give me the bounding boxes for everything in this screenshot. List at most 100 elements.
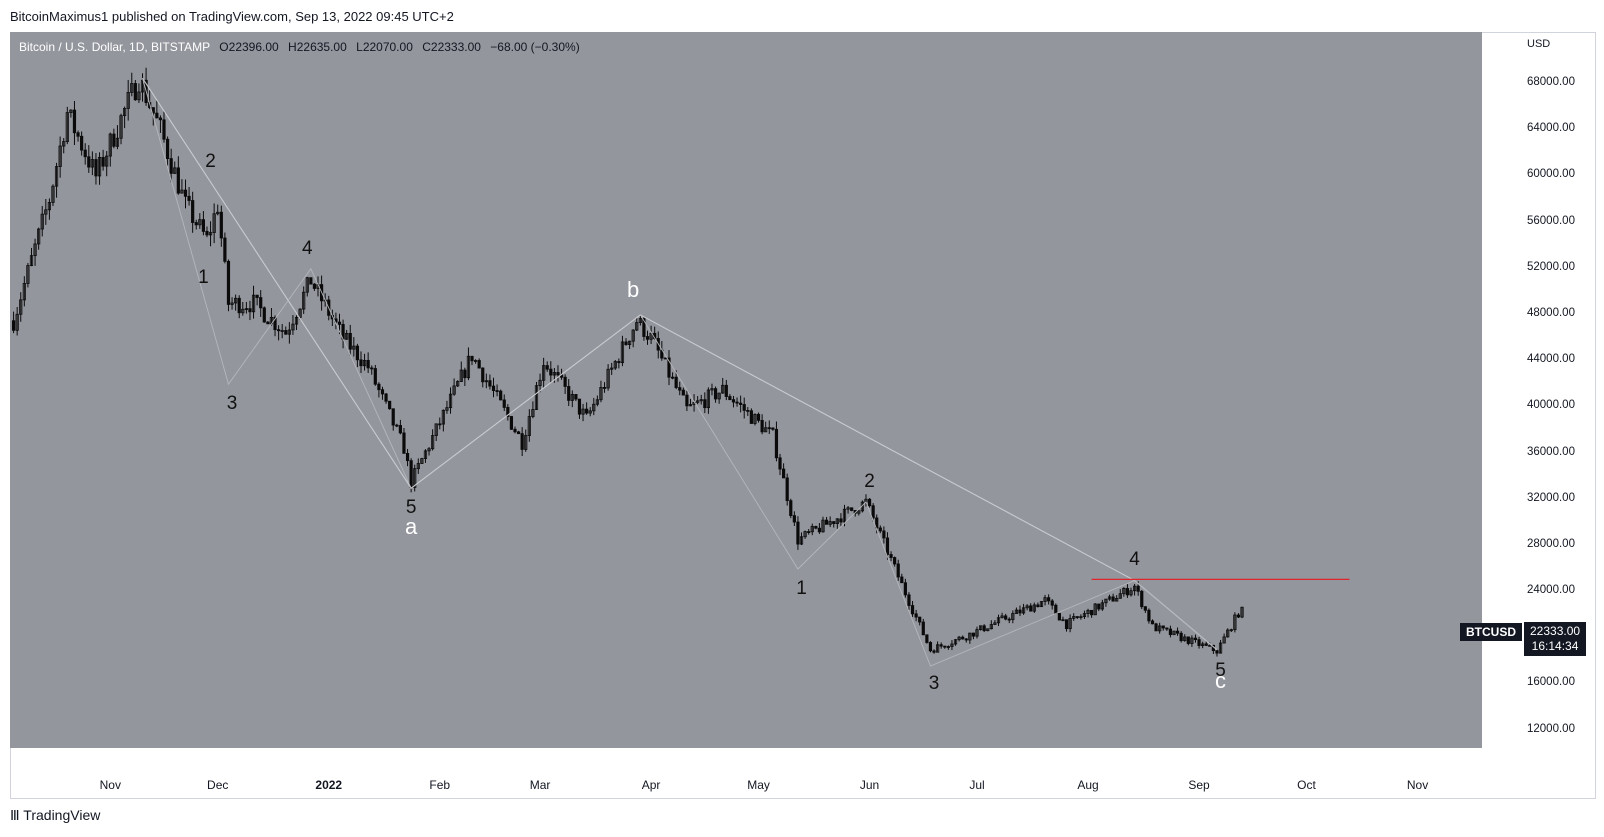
candle-body [821, 519, 825, 533]
candle-body [305, 277, 309, 293]
subwave-a-line[interactable] [142, 78, 412, 489]
publish-line: BitcoinMaximus1 published on TradingView… [10, 9, 454, 24]
candle-body [194, 222, 198, 226]
candle-body [169, 158, 173, 174]
candle-body [1222, 636, 1226, 644]
time-tick: 2022 [315, 778, 343, 792]
candle-body [713, 388, 718, 400]
candle-body [1147, 609, 1151, 622]
candle-body [456, 381, 460, 387]
legend-close-label: C [422, 40, 431, 54]
candle-body [1047, 597, 1051, 602]
candle-body [1140, 590, 1144, 608]
candle-body [452, 385, 456, 395]
candle-body [1086, 609, 1090, 614]
wave-label: a [405, 514, 418, 540]
candle-body [1143, 606, 1147, 611]
price-tick: 32000.00 [1527, 491, 1575, 504]
candle-body [119, 115, 123, 139]
candle-body [516, 431, 521, 435]
legend-low-label: L [356, 40, 363, 54]
candle-body [964, 638, 968, 641]
candle-body [961, 636, 965, 640]
candle-body [928, 642, 933, 652]
candle-body [191, 200, 195, 223]
candle-body [756, 413, 761, 421]
candle-body [488, 380, 492, 387]
currency-label: USD [1527, 38, 1551, 50]
candle-body [595, 399, 599, 405]
legend-open-value: 22396.00 [228, 40, 279, 54]
subwave-c-line[interactable] [639, 314, 1218, 667]
time-tick: Mar [529, 778, 551, 792]
candle-body [1240, 606, 1244, 618]
candle-body [563, 376, 567, 387]
tradingview-logo[interactable]: Ⅲ TradingView [10, 807, 100, 824]
candle-body [875, 517, 879, 529]
candle-body [893, 557, 897, 565]
candle-body [1011, 613, 1015, 620]
price-tick: 64000.00 [1527, 122, 1575, 135]
candle-body [416, 463, 420, 470]
candle-body [477, 360, 481, 369]
candle-body [44, 209, 48, 215]
candle-body [574, 394, 578, 400]
candle-body [728, 396, 732, 401]
candle-body [370, 367, 374, 370]
candle-body [1111, 596, 1115, 602]
candle-body [140, 79, 145, 93]
price-tick: 28000.00 [1527, 537, 1575, 550]
candle-body [348, 332, 352, 350]
wave-label: 5 [1215, 659, 1226, 681]
candle-body [631, 329, 635, 342]
candle-body [1029, 605, 1033, 612]
candle-body [1043, 597, 1047, 602]
candle-body [198, 219, 202, 226]
candle-body [1233, 614, 1237, 631]
candle-body [359, 359, 363, 367]
candle-body [628, 340, 632, 345]
candle-body [685, 394, 689, 407]
candle-body [674, 376, 678, 388]
candle-body [1014, 609, 1019, 614]
price-tick: 44000.00 [1527, 353, 1575, 366]
tradingview-logo-icon: Ⅲ [10, 807, 20, 823]
time-tick: Oct [1297, 778, 1316, 792]
candle-body [767, 427, 771, 430]
time-tick: Dec [207, 778, 229, 792]
candle-body [1050, 600, 1054, 606]
wave-label: 2 [205, 151, 216, 173]
candle-body [366, 359, 370, 369]
candle-body [302, 291, 306, 310]
candle-body [219, 211, 223, 239]
candle-body [706, 389, 710, 409]
candle-body [570, 394, 574, 401]
candle-body [599, 387, 603, 401]
wave-lines-layer [142, 77, 1218, 667]
candle-body [287, 329, 291, 335]
candle-body [448, 393, 453, 409]
candle-body [441, 409, 445, 425]
candle-body [953, 639, 958, 645]
candle-body [771, 427, 775, 430]
time-tick: Jun [859, 778, 880, 792]
candle-body [1061, 619, 1065, 622]
candle-body [377, 383, 381, 391]
candle-body [1075, 616, 1079, 618]
candle-body [137, 91, 141, 101]
candle-body [373, 368, 377, 385]
price-chart[interactable] [10, 32, 1482, 748]
candle-body [824, 519, 829, 525]
candle-body [613, 361, 617, 369]
candle-body [1175, 630, 1180, 634]
candle-body [420, 458, 424, 464]
candle-body [108, 133, 112, 157]
candle-body [502, 399, 506, 408]
candle-body [15, 313, 19, 331]
candle-body [1150, 620, 1155, 625]
candle-body [903, 582, 907, 596]
candle-body [466, 355, 471, 379]
candle-body [681, 389, 685, 396]
candle-body [538, 379, 542, 387]
candle-body [284, 330, 288, 335]
